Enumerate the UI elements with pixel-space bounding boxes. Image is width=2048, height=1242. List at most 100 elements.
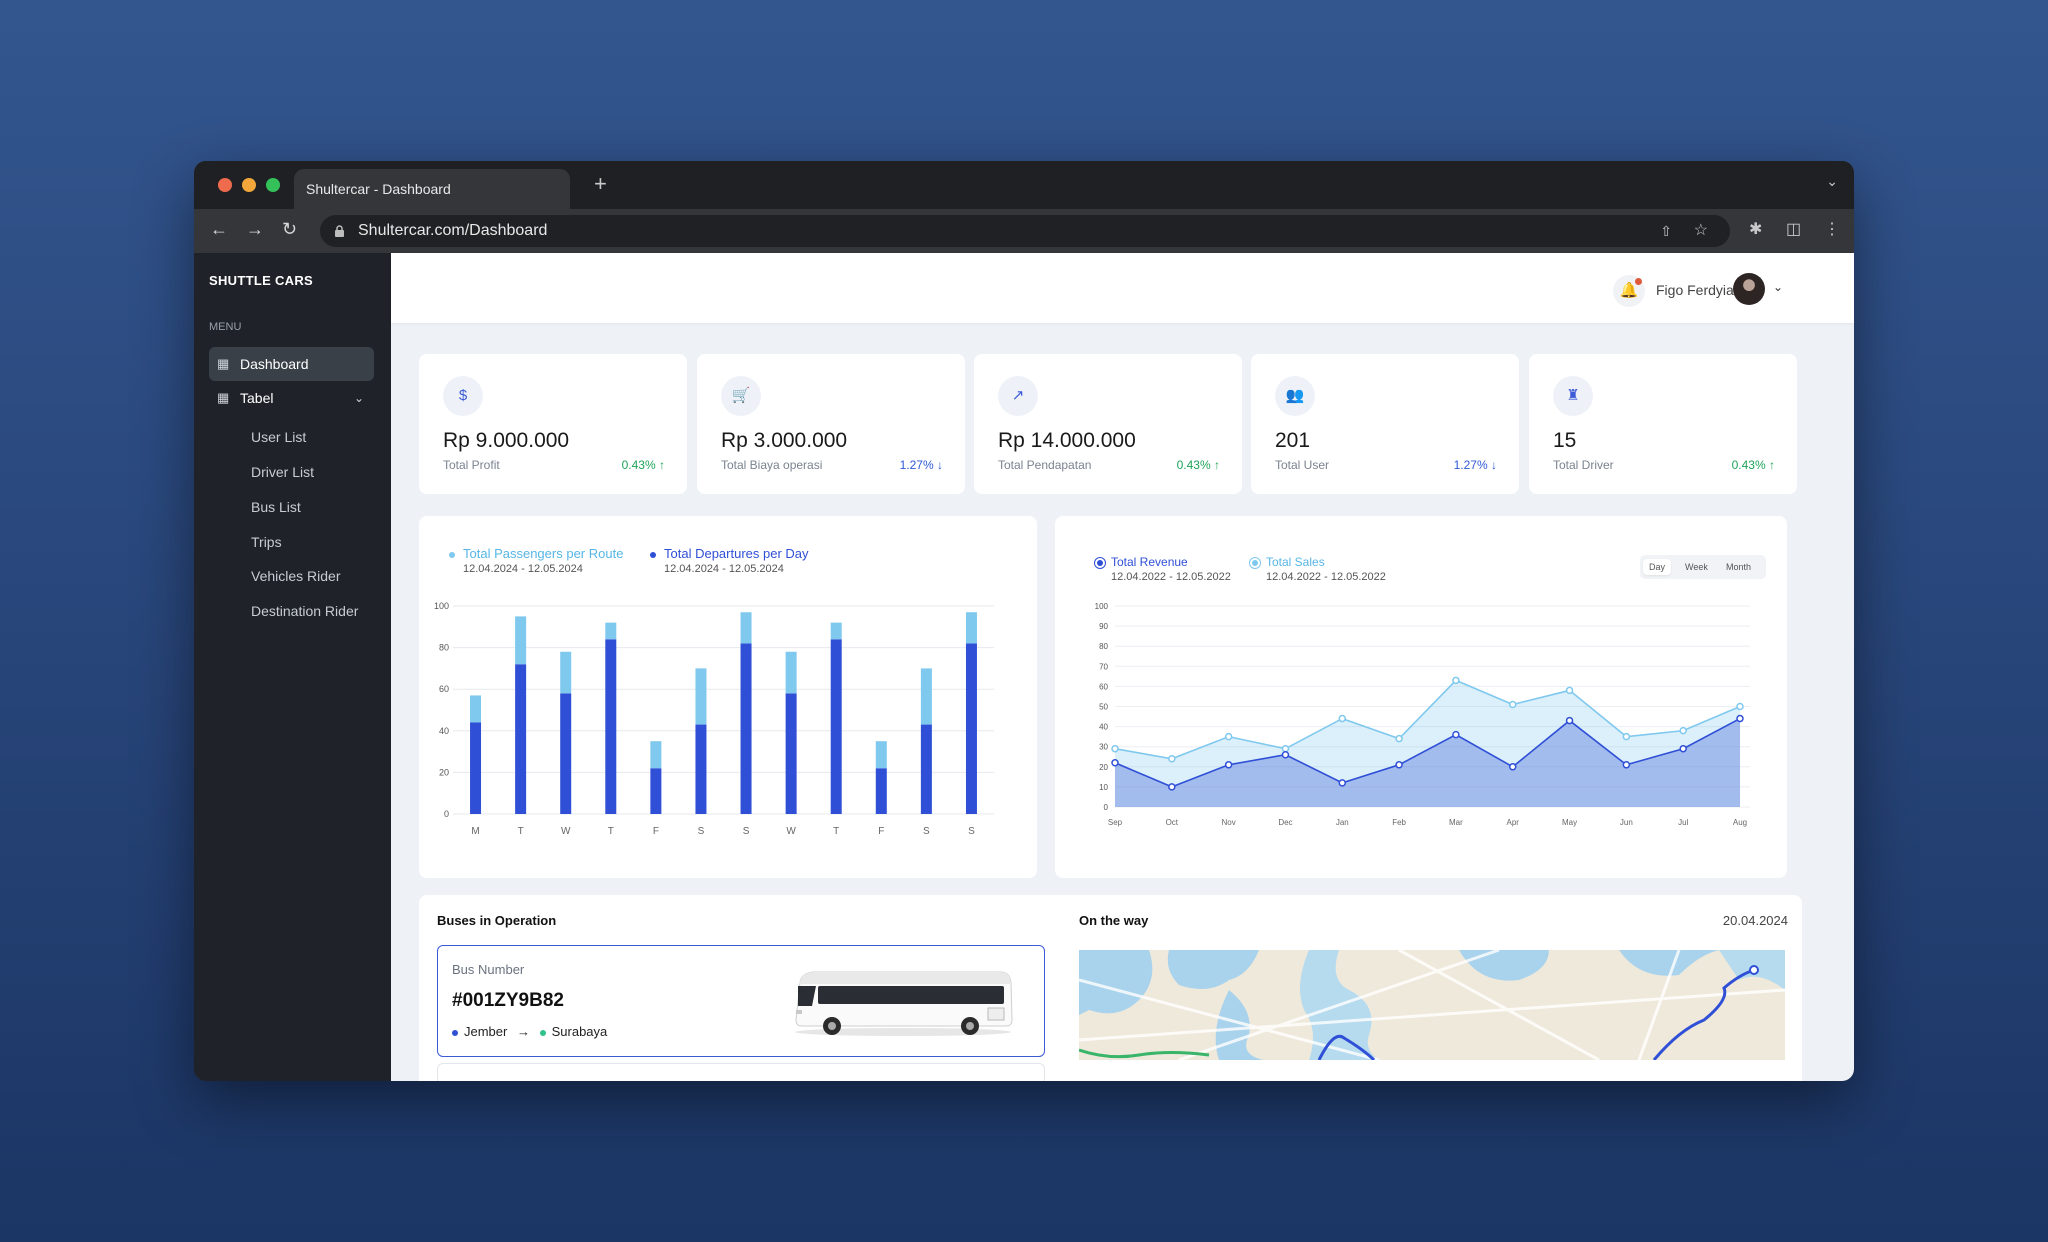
data-point bbox=[1111, 759, 1119, 767]
y-tick-label: 50 bbox=[1099, 703, 1108, 712]
period-toggle: Day Week Month bbox=[1640, 555, 1766, 579]
x-tick-label: S bbox=[743, 826, 750, 837]
x-tick-label: S bbox=[923, 826, 930, 837]
stat-change: 0.43% ↑ bbox=[621, 458, 665, 472]
bar-departures bbox=[740, 643, 752, 814]
stat-label: Total User bbox=[1275, 458, 1330, 472]
bus-card[interactable]: Bus Number #001ZY9B82 Jember → Surabaya bbox=[437, 945, 1045, 1057]
y-tick-label: 80 bbox=[439, 643, 449, 653]
legend-revenue[interactable]: Total Revenue 12.04.2022 - 12.05.2022 bbox=[1097, 555, 1231, 583]
notification-button[interactable]: 🔔 bbox=[1613, 275, 1645, 307]
y-tick-label: 40 bbox=[439, 726, 449, 736]
data-point bbox=[1111, 744, 1119, 753]
bar-passengers bbox=[920, 668, 932, 725]
stat-change: 1.27% ↓ bbox=[1453, 458, 1497, 472]
x-tick-label: Apr bbox=[1507, 818, 1520, 827]
x-tick-label: M bbox=[471, 826, 479, 837]
x-tick-label: W bbox=[786, 826, 796, 837]
sidebar-subitem-vehicles-rider[interactable]: Vehicles Rider bbox=[251, 568, 341, 584]
trend-up-icon: ↗ bbox=[998, 376, 1038, 416]
user-name[interactable]: Figo Ferdyian bbox=[1656, 282, 1742, 298]
x-tick-label: T bbox=[833, 826, 839, 837]
extensions-icon[interactable]: ✱ bbox=[1749, 221, 1763, 238]
dollar-icon: $ bbox=[443, 376, 483, 416]
arrow-up-icon: ↑ bbox=[659, 458, 665, 472]
y-tick-label: 100 bbox=[1095, 602, 1109, 611]
legend-sales[interactable]: Total Sales 12.04.2022 - 12.05.2022 bbox=[1252, 555, 1386, 583]
bar-departures bbox=[560, 693, 572, 814]
segment-month[interactable]: Month bbox=[1726, 562, 1752, 572]
area-fill bbox=[1115, 718, 1740, 807]
share-icon[interactable]: ⇧ bbox=[1660, 223, 1672, 239]
stat-label: Total Biaya operasi bbox=[721, 458, 823, 472]
series-line bbox=[1114, 717, 1741, 788]
data-point bbox=[1281, 744, 1290, 753]
bus-image bbox=[795, 971, 1013, 1036]
bar-passengers bbox=[740, 612, 752, 644]
bar-passengers bbox=[875, 741, 887, 769]
bar-passengers bbox=[650, 741, 662, 769]
map-date: 20.04.2024 bbox=[1722, 913, 1788, 928]
sidebar-subitem-user-list[interactable]: User List bbox=[251, 429, 307, 445]
sidebar-subitem-bus-list[interactable]: Bus List bbox=[251, 499, 301, 515]
stat-change: 0.43% ↑ bbox=[1176, 458, 1220, 472]
x-tick-label: Oct bbox=[1166, 818, 1179, 827]
maximize-window-button[interactable] bbox=[266, 178, 280, 192]
stat-card-biaya: 🛒 Rp 3.000.000 Total Biaya operasi 1.27%… bbox=[697, 354, 965, 494]
y-tick-label: 0 bbox=[444, 809, 449, 819]
chevron-down-icon[interactable]: ⌄ bbox=[1826, 173, 1838, 189]
star-icon[interactable]: ☆ bbox=[1693, 222, 1708, 239]
x-tick-label: Jan bbox=[1336, 818, 1349, 827]
bar-passengers bbox=[470, 695, 482, 723]
sidebar-subitem-driver-list[interactable]: Driver List bbox=[251, 464, 315, 480]
buses-title: Buses in Operation bbox=[437, 913, 557, 928]
data-point bbox=[1736, 702, 1744, 711]
sidebar-item-label: Dashboard bbox=[240, 356, 309, 372]
data-point bbox=[1395, 734, 1403, 743]
segment-week[interactable]: Week bbox=[1685, 562, 1708, 572]
bar-departures bbox=[785, 693, 797, 814]
bus-card[interactable] bbox=[437, 1063, 1045, 1081]
sidebar-item-tabel[interactable]: ▦ Tabel ⌄ bbox=[209, 381, 374, 415]
bar-departures bbox=[875, 768, 887, 814]
new-tab-button[interactable]: + bbox=[594, 171, 607, 196]
route-map[interactable] bbox=[1079, 950, 1785, 1060]
sidebar-item-label: Tabel bbox=[240, 390, 274, 406]
avatar[interactable] bbox=[1733, 273, 1765, 305]
driver-icon: ♜ bbox=[1553, 376, 1593, 416]
kebab-menu-icon[interactable]: ⋮ bbox=[1824, 221, 1840, 238]
stat-label: Total Pendapatan bbox=[998, 458, 1092, 472]
legend-passengers[interactable]: Total Passengers per Route 12.04.2024 - … bbox=[449, 546, 623, 575]
x-tick-label: Sep bbox=[1108, 818, 1123, 827]
data-point bbox=[1338, 779, 1347, 787]
browser-tab[interactable]: Shultercar - Dashboard bbox=[294, 169, 570, 209]
segment-day[interactable]: Day bbox=[1643, 559, 1672, 575]
bar-passengers bbox=[695, 668, 707, 725]
sidebar-item-dashboard[interactable]: ▦ Dashboard bbox=[209, 347, 374, 381]
bar-departures bbox=[695, 724, 707, 814]
y-tick-label: 70 bbox=[1099, 662, 1108, 671]
close-window-button[interactable] bbox=[218, 178, 232, 192]
chevron-down-icon[interactable]: ⌄ bbox=[1773, 280, 1784, 294]
reload-icon[interactable]: ↻ bbox=[282, 219, 298, 239]
route-from: Jember bbox=[464, 1024, 508, 1039]
sidebar-subitem-trips[interactable]: Trips bbox=[251, 534, 282, 550]
data-point bbox=[1565, 686, 1574, 695]
x-tick-label: Feb bbox=[1392, 818, 1406, 827]
sidebar-subitem-destination-rider[interactable]: Destination Rider bbox=[251, 603, 359, 619]
data-point bbox=[1622, 732, 1631, 741]
forward-icon[interactable]: → bbox=[246, 219, 264, 239]
series-line bbox=[1114, 679, 1741, 760]
y-tick-label: 60 bbox=[1099, 682, 1108, 691]
stat-label: Total Profit bbox=[443, 458, 500, 472]
grid-icon: ▦ bbox=[217, 356, 230, 371]
side-panel-icon[interactable]: ◫ bbox=[1786, 221, 1802, 238]
address-bar[interactable]: Shultercar.com/Dashboard ⇧ ☆ bbox=[320, 215, 1730, 247]
minimize-window-button[interactable] bbox=[242, 178, 256, 192]
back-icon[interactable]: ← bbox=[210, 219, 228, 239]
legend-departures[interactable]: Total Departures per Day 12.04.2024 - 12… bbox=[650, 546, 809, 575]
x-tick-label: W bbox=[561, 826, 571, 837]
x-tick-label: T bbox=[608, 826, 614, 837]
tab-title: Shultercar - Dashboard bbox=[306, 181, 451, 197]
bell-icon: 🔔 bbox=[1619, 282, 1639, 299]
